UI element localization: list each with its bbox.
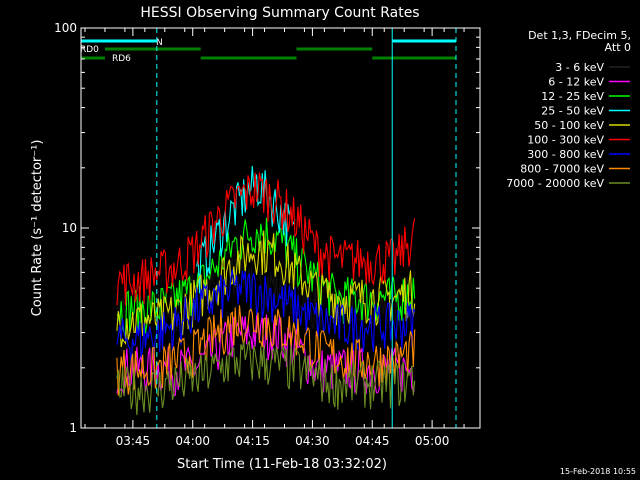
- legend-entry-label-0: 3 - 6 keV: [555, 61, 604, 74]
- y-axis-label: Count Rate (s⁻¹ detector⁻¹): [30, 140, 45, 317]
- legend-entry-label-5: 100 - 300 keV: [527, 134, 604, 147]
- data-layer: [116, 165, 416, 416]
- legend-entry-label-2: 12 - 25 keV: [541, 90, 604, 103]
- x-tick-label-2: 04:15: [235, 434, 270, 448]
- legend-entry-label-6: 300 - 800 keV: [527, 148, 604, 161]
- legend-entry-label-7: 800 - 7000 keV: [520, 163, 604, 176]
- x-axis-label: Start Time (11-Feb-18 03:32:02): [177, 457, 387, 472]
- x-tick-label-0: 03:45: [116, 434, 151, 448]
- flags-layer: N RD0 RD6: [80, 28, 457, 428]
- legend: Det 1,3, FDecim 5,Att 03 - 6 keV 6 - 12 k…: [506, 29, 631, 190]
- flag-label-rd6: RD6: [112, 54, 131, 64]
- chart-title: HESSI Observing Summary Count Rates: [140, 5, 419, 21]
- plot-frame: [80, 27, 481, 429]
- y-tick-label-1: 10: [62, 221, 77, 235]
- axes-layer: 1 10 100 03:45 04:00 04:15 04:30 04:45 05:00: [54, 21, 481, 448]
- x-tick-label-5: 05:00: [415, 434, 450, 448]
- legend-title-line-1: Det 1,3, FDecim 5,: [528, 29, 631, 42]
- series-line-4: [116, 230, 416, 348]
- legend-entry-label-8: 7000 - 20000 keV: [506, 177, 604, 190]
- series-line-8: [116, 340, 416, 416]
- series-line-6: [116, 269, 416, 365]
- series-line-5: [116, 172, 416, 306]
- flag-label-n: N: [156, 38, 163, 48]
- x-tick-label-3: 04:30: [295, 434, 330, 448]
- y-tick-label-0: 1: [69, 421, 77, 435]
- legend-entry-label-3: 25 - 50 keV: [541, 105, 604, 118]
- y-tick-label-2: 100: [54, 21, 77, 35]
- x-tick-label-4: 04:45: [355, 434, 390, 448]
- legend-entry-label-1: 6 - 12 keV: [548, 76, 604, 89]
- legend-entry-label-4: 50 - 100 keV: [534, 119, 604, 132]
- flag-label-rd0: RD0: [80, 45, 99, 55]
- legend-title-line-2: Att 0: [605, 41, 631, 54]
- footer-timestamp: 15-Feb-2018 10:55: [560, 467, 636, 476]
- x-tick-label-1: 04:00: [175, 434, 210, 448]
- series-line-7: [116, 305, 416, 396]
